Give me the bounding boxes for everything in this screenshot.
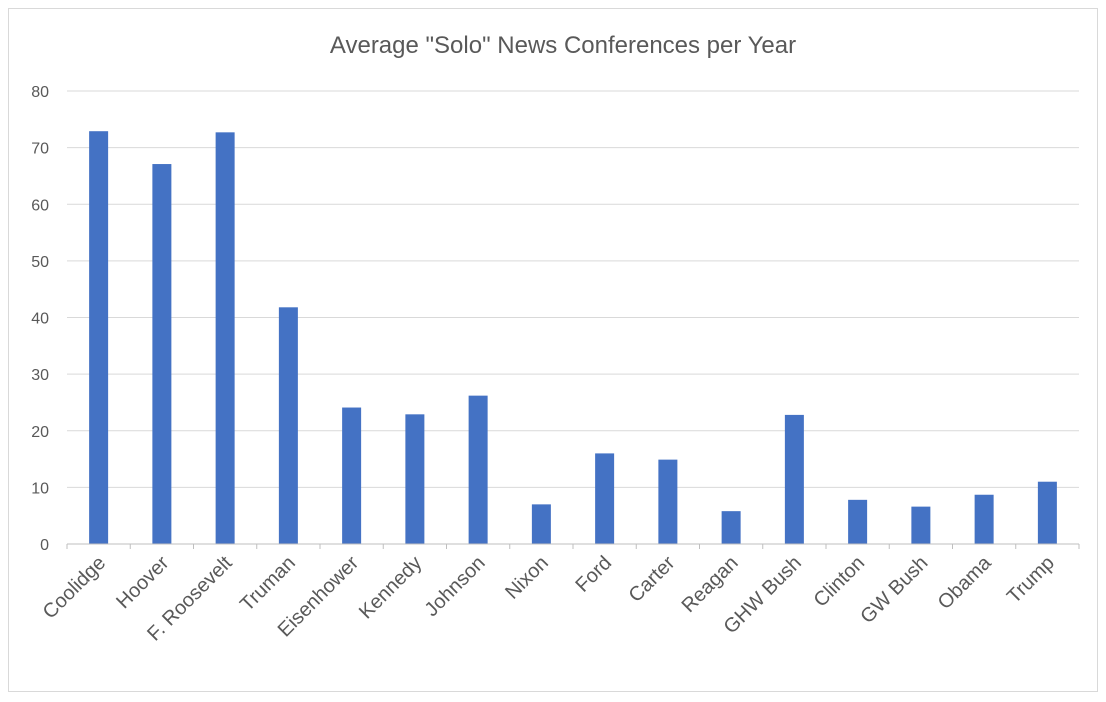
x-tick-label: GW Bush: [856, 552, 932, 628]
bars: [89, 131, 1057, 545]
bar-reagan: [721, 511, 741, 544]
bar-carter: [658, 459, 678, 544]
gridlines: [67, 90, 1079, 488]
x-tick-label: Reagan: [678, 552, 743, 617]
bar-trump: [1037, 481, 1057, 544]
bar-ford: [595, 453, 615, 544]
bar-johnson: [468, 395, 488, 544]
y-tick-label: 60: [31, 197, 49, 214]
bar-truman: [278, 307, 298, 544]
bar-clinton: [848, 499, 868, 544]
bar-f-roosevelt: [215, 132, 235, 544]
bar-ghw-bush: [784, 414, 804, 544]
y-tick-label: 30: [31, 367, 49, 384]
x-tick-label: Nixon: [501, 552, 553, 604]
x-tick-label: Hoover: [112, 552, 173, 613]
x-tick-label: Ford: [572, 552, 617, 597]
y-tick-label: 10: [31, 480, 49, 497]
y-tick-label: 70: [31, 141, 49, 158]
bar-obama: [974, 494, 994, 544]
y-tick-label: 20: [31, 424, 49, 441]
x-tick-label: Clinton: [810, 552, 870, 612]
x-tick-label: Truman: [236, 552, 300, 616]
y-tick-label: 50: [31, 254, 49, 271]
bar-eisenhower: [342, 407, 362, 544]
x-tick-label: Carter: [625, 552, 680, 607]
chart-title: Average "Solo" News Conferences per Year: [330, 32, 796, 59]
bar-chart: Average "Solo" News Conferences per Year…: [31, 32, 1080, 645]
chart-frame: Average "Solo" News Conferences per Year…: [8, 8, 1098, 692]
x-tick-label: Trump: [1003, 552, 1059, 608]
bar-nixon: [531, 504, 551, 544]
y-tick-label: 40: [31, 311, 49, 328]
y-tick-label: 80: [31, 84, 49, 101]
bar-hoover: [152, 164, 172, 544]
x-tick-label: Coolidge: [39, 552, 110, 623]
y-tick-label: 0: [40, 537, 49, 554]
x-tick-label: Johnson: [421, 552, 490, 621]
x-tick-label: Kennedy: [355, 552, 426, 623]
bar-coolidge: [89, 131, 109, 545]
x-tick-label: Obama: [934, 551, 997, 614]
y-axis-ticks: 0 10 20 30 40 50 60 70 80: [31, 84, 49, 554]
bar-gw-bush: [911, 506, 931, 544]
bar-kennedy: [405, 414, 425, 544]
